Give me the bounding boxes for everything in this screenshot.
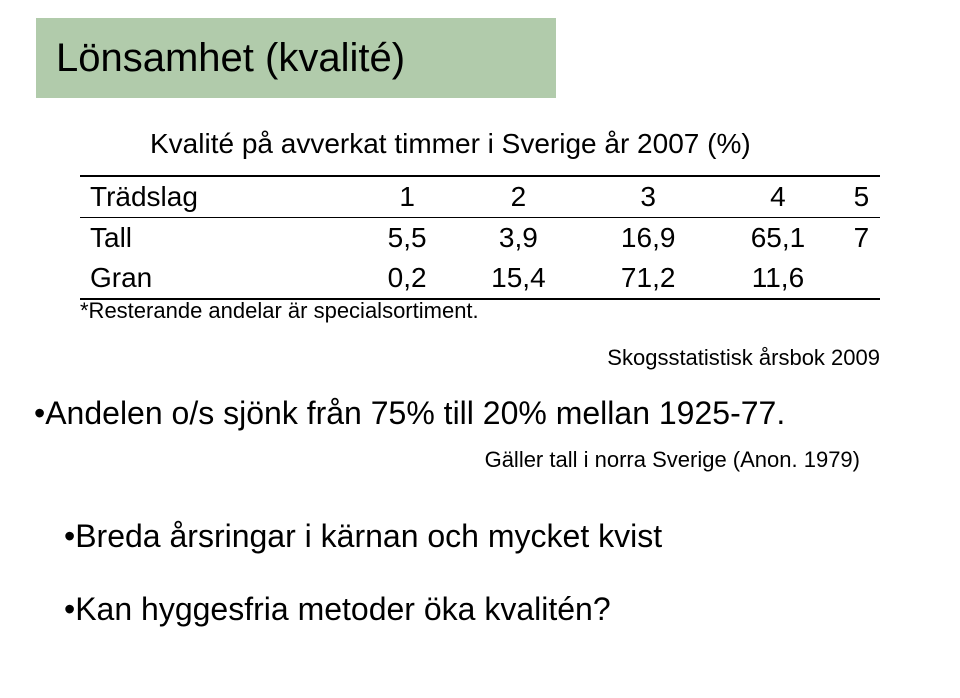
table-header-row: Trädslag 1 2 3 4 5	[80, 176, 880, 218]
table-cell	[843, 258, 880, 299]
bullet-subcitation: Gäller tall i norra Sverige (Anon. 1979)	[34, 445, 910, 475]
table-cell: 65,1	[713, 218, 843, 259]
table-cell: Gran	[80, 258, 361, 299]
table-cell: 11,6	[713, 258, 843, 299]
table-cell: 5,5	[361, 218, 454, 259]
slide-title: Lönsamhet (kvalité)	[56, 36, 405, 81]
table-header-cell: Trädslag	[80, 176, 361, 218]
table-cell: 0,2	[361, 258, 454, 299]
bullet-item: •Breda årsringar i kärnan och mycket kvi…	[34, 515, 910, 558]
bullet-item: •Andelen o/s sjönk från 75% till 20% mel…	[34, 392, 910, 435]
table-cell: 3,9	[454, 218, 584, 259]
bullet-list: •Andelen o/s sjönk från 75% till 20% mel…	[34, 392, 910, 661]
table-cell: Tall	[80, 218, 361, 259]
data-table: Trädslag 1 2 3 4 5 Tall 5,5 3,9 16,9 65,…	[80, 175, 880, 300]
table-row: Gran 0,2 15,4 71,2 11,6	[80, 258, 880, 299]
table-header-cell: 3	[583, 176, 713, 218]
table-title: Kvalité på avverkat timmer i Sverige år …	[150, 128, 751, 160]
table-row: Tall 5,5 3,9 16,9 65,1 7	[80, 218, 880, 259]
table-cell: 7	[843, 218, 880, 259]
title-box: Lönsamhet (kvalité)	[36, 18, 556, 98]
source-citation: Skogsstatistisk årsbok 2009	[607, 345, 880, 371]
slide: Lönsamhet (kvalité) Kvalité på avverkat …	[0, 0, 960, 698]
table-cell: 71,2	[583, 258, 713, 299]
bullet-item: •Kan hyggesfria metoder öka kvalitén?	[34, 588, 910, 631]
table-header-cell: 2	[454, 176, 584, 218]
table-header-cell: 1	[361, 176, 454, 218]
table-header-cell: 4	[713, 176, 843, 218]
table-footnote: *Resterande andelar är specialsortiment.	[80, 298, 479, 324]
table-header-cell: 5	[843, 176, 880, 218]
table-cell: 15,4	[454, 258, 584, 299]
table-cell: 16,9	[583, 218, 713, 259]
